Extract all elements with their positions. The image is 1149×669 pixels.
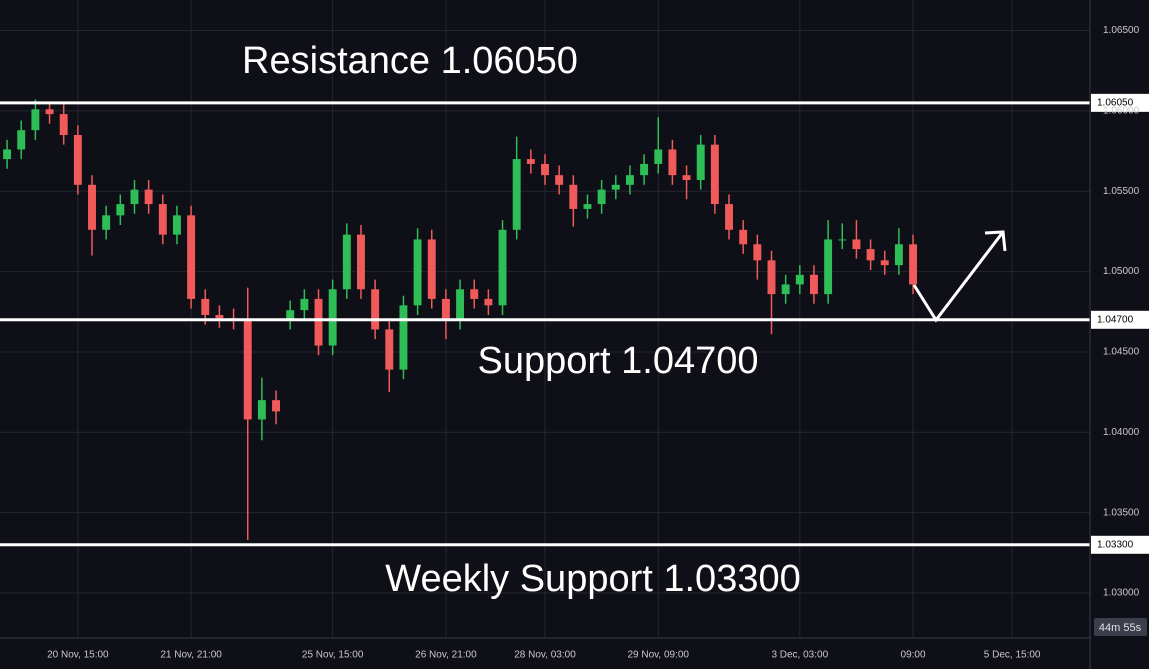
candle-body [31, 109, 40, 131]
candle-body [399, 305, 408, 370]
candle-body [45, 109, 54, 115]
y-tick-label: 1.03500 [1103, 507, 1140, 518]
candle-body [852, 239, 861, 250]
candle-body [725, 204, 733, 230]
candle-body [187, 215, 196, 299]
y-tick-label: 1.05500 [1103, 186, 1140, 197]
candle-body [17, 130, 26, 150]
candle-body [512, 159, 521, 230]
candle-body [130, 189, 139, 205]
countdown: 44m 55s [1099, 622, 1142, 634]
candle-body [286, 310, 295, 320]
candle-body [427, 239, 436, 299]
candle-body [144, 189, 153, 205]
candle-body [668, 149, 677, 176]
countdown-box [1094, 618, 1147, 636]
candle-body [371, 289, 380, 330]
candle-body [611, 184, 620, 190]
candle-body [342, 234, 351, 290]
x-tick-label: 20 Nov, 15:00 [47, 650, 109, 661]
x-tick-label: 29 Nov, 09:00 [627, 650, 689, 661]
candle-body [3, 149, 12, 160]
candle-body [909, 244, 918, 285]
candle-body [201, 298, 210, 315]
candle-body [328, 289, 337, 346]
y-tick-label: 1.04500 [1103, 347, 1140, 358]
level-label-box [1091, 310, 1149, 329]
level-label: 1.04700 [1097, 314, 1134, 325]
candle-body [597, 189, 606, 205]
candle-body [640, 163, 649, 176]
x-tick-label: 09:00 [901, 650, 926, 661]
projection-arrow [912, 231, 1005, 323]
x-tick-label: 25 Nov, 15:00 [302, 650, 364, 661]
y-tick-label: 1.05000 [1103, 266, 1140, 277]
candle-body [172, 215, 181, 235]
candle-body [314, 298, 323, 346]
candle-body [498, 229, 507, 306]
candle-body [824, 239, 833, 295]
candle-body [484, 298, 493, 306]
x-tick-label: 28 Nov, 03:00 [514, 650, 576, 661]
candle-body [654, 149, 663, 164]
level-label: 1.03300 [1097, 539, 1134, 550]
level-annotation: Weekly Support 1.03300 [385, 558, 800, 600]
projection-arrowhead [984, 230, 1007, 252]
candle-body [696, 144, 705, 180]
candle-body [894, 244, 903, 266]
candle-body [866, 249, 875, 261]
candle-body [59, 114, 68, 135]
candle-body [809, 274, 818, 295]
candle-body [795, 274, 804, 285]
candle-body [272, 400, 281, 412]
candle-body [739, 229, 748, 245]
x-tick-label: 21 Nov, 21:00 [160, 650, 222, 661]
level-label-box [1091, 535, 1149, 554]
y-tick-label: 1.06000 [1103, 106, 1140, 117]
levels: 1.06050 Resistance 1.06050 1.04700 Support … [0, 40, 1149, 600]
y-tick-label: 1.04000 [1103, 427, 1140, 438]
candle-body [116, 204, 125, 216]
candle-body [441, 298, 450, 320]
level-label: 1.06050 [1097, 97, 1134, 108]
candle-body [880, 260, 889, 266]
candle-body [625, 175, 634, 185]
candle-body [102, 215, 111, 230]
candle-body [767, 260, 776, 295]
y-tick-label: 1.06500 [1103, 25, 1140, 36]
level-annotation: Support 1.04700 [477, 340, 758, 382]
y-tick-label: 1.03000 [1103, 588, 1140, 599]
candle-body [243, 319, 252, 420]
candle-body [215, 314, 224, 319]
candle-body [385, 329, 394, 370]
level-annotation: Resistance 1.06050 [242, 40, 578, 82]
x-tick-label: 26 Nov, 21:00 [415, 650, 477, 661]
candle-body [682, 175, 691, 180]
candle-body [753, 244, 762, 261]
candle-body [470, 289, 479, 299]
candle-body [73, 134, 82, 185]
candle-body [158, 204, 167, 235]
candle-body [583, 204, 592, 209]
x-tick-label: 5 Dec, 15:00 [984, 650, 1041, 661]
candle-body [710, 144, 719, 205]
candle-body [526, 159, 535, 164]
candle-body [357, 234, 365, 290]
candle-body [555, 175, 564, 185]
candle-body [300, 298, 309, 311]
candle-body [456, 289, 465, 320]
candle-body [88, 184, 96, 230]
level-label-box [1091, 93, 1149, 112]
candle-body [569, 184, 578, 209]
x-tick-label: 3 Dec, 03:00 [771, 650, 828, 661]
candle-body [781, 284, 790, 295]
candle-body [838, 239, 847, 241]
candle-body [541, 163, 549, 176]
axis: 1.06500 1.06000 1.05500 1.05000 1.04500 1.040… [47, 25, 1139, 660]
candle-body [257, 400, 266, 420]
candle-body [413, 239, 422, 306]
candles [3, 99, 918, 540]
